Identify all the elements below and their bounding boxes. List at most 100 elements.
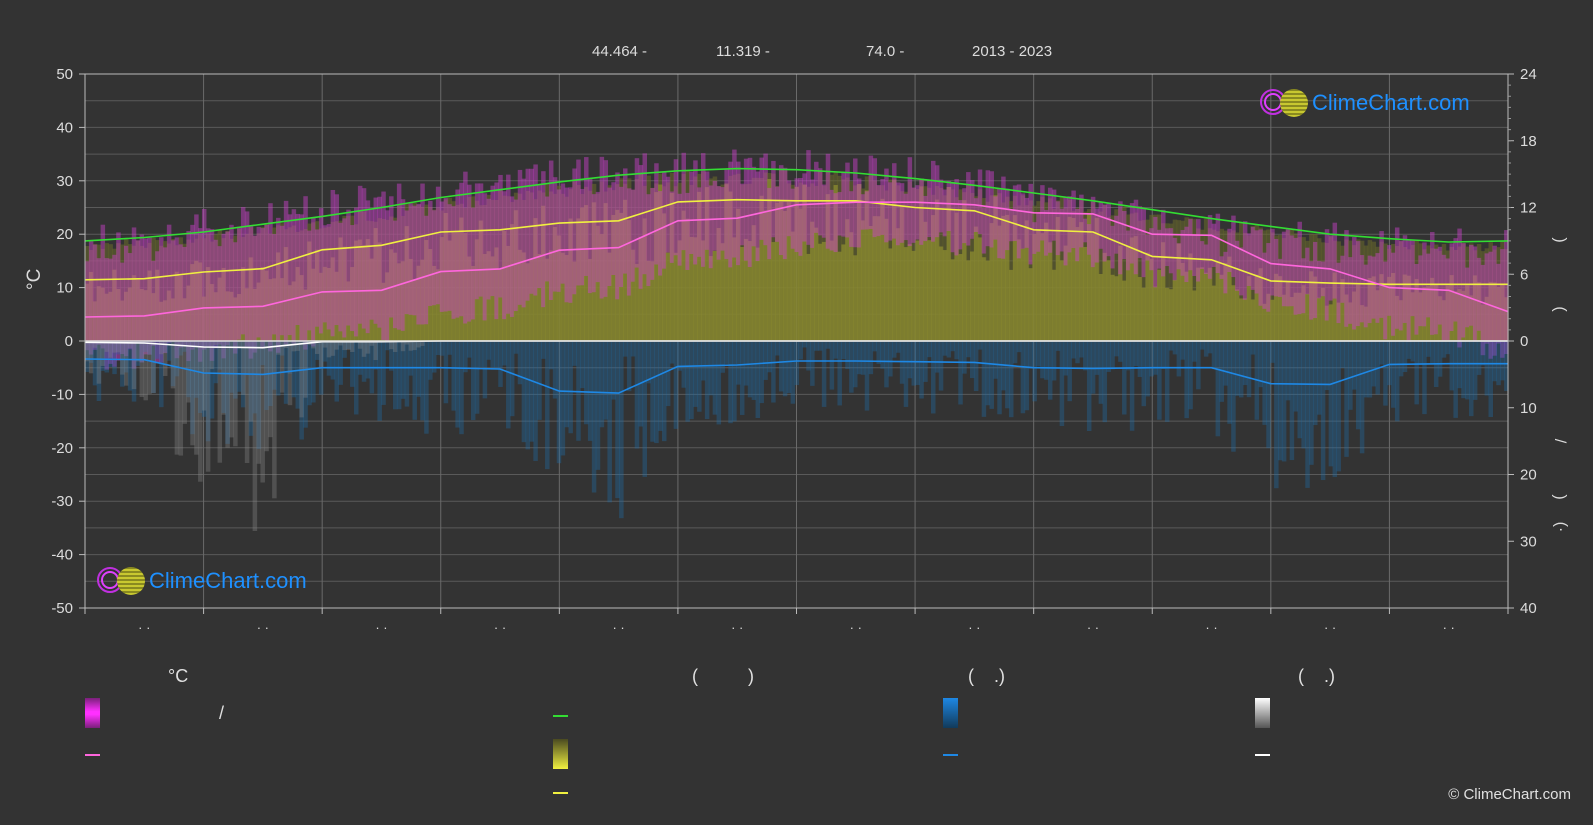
rain-bar — [272, 341, 277, 390]
rain-bar — [506, 341, 511, 429]
rain-bar — [1211, 341, 1217, 370]
snow-bar — [392, 341, 398, 352]
rain-bar — [315, 341, 320, 360]
sunshine-bar — [767, 178, 772, 341]
rain-bar — [973, 341, 979, 392]
sunshine-bar — [1149, 258, 1154, 341]
sunshine-bar — [186, 285, 191, 341]
rain-bar — [112, 341, 117, 375]
temp-range-bar — [1102, 204, 1108, 262]
rain-bar — [1250, 341, 1256, 355]
sunshine-bar — [474, 239, 480, 341]
snow-bar — [272, 341, 277, 499]
sunshine-bar — [369, 258, 375, 341]
rain-bar — [1387, 341, 1392, 386]
rain-bar — [1246, 341, 1252, 398]
sunshine-bar — [1040, 233, 1045, 341]
sunshine-bar — [279, 278, 285, 341]
temp-range-bar — [100, 224, 106, 349]
temp-range-bar — [194, 214, 199, 347]
snow-bar — [416, 341, 421, 348]
snow-bar — [334, 341, 340, 350]
temp-range-bar — [420, 183, 425, 325]
sunshine-bar — [408, 258, 414, 341]
sunshine-bar — [923, 221, 928, 341]
legend-temp-mean-line — [85, 754, 100, 756]
rain-bar — [151, 341, 156, 394]
rain-bar — [876, 341, 881, 364]
temp-range-bar — [603, 160, 609, 297]
sunshine-bar — [1277, 276, 1283, 341]
sunshine-bar — [997, 225, 1002, 341]
snow-bar — [108, 341, 113, 358]
temp-range-bar — [697, 187, 702, 257]
temp-range-bar — [1246, 233, 1252, 287]
temp-range-bar — [533, 164, 538, 296]
sunshine-bar — [322, 266, 328, 341]
sunshine-bar — [1246, 276, 1252, 341]
rain-bar — [291, 341, 297, 398]
sunshine-bar — [404, 226, 410, 341]
rain-bar — [1402, 341, 1408, 373]
sunshine-bar — [256, 282, 262, 341]
sunshine-bar — [1492, 282, 1497, 341]
rain-bar — [1168, 341, 1174, 351]
rain-bar — [560, 341, 566, 456]
temp-range-bar — [778, 165, 784, 256]
sunshine-bar — [1188, 253, 1193, 341]
temp-range-bar — [1219, 256, 1224, 279]
right-tick-label-mm: 40 — [1520, 600, 1537, 617]
temp-range-bar — [116, 232, 121, 361]
sunshine-bar — [1426, 286, 1431, 341]
sunshine-bar — [342, 246, 347, 341]
rain-bar — [708, 341, 714, 396]
sunshine-bar — [806, 253, 811, 341]
temp-range-bar — [506, 174, 511, 314]
rain-bar — [1285, 341, 1291, 401]
sunshine-bar — [837, 251, 842, 341]
snow-bar — [237, 341, 242, 348]
sunshine-bar — [626, 220, 632, 341]
sunshine-bar — [763, 210, 768, 341]
sunshine-bar — [1238, 298, 1244, 341]
sunshine-bar — [1496, 287, 1501, 341]
snow-bar — [147, 341, 152, 394]
sunshine-bar — [981, 257, 987, 341]
rain-bar — [1324, 341, 1330, 391]
temp-range-bar — [537, 184, 542, 289]
snow-bar — [143, 341, 148, 401]
sunshine-bar — [1016, 239, 1022, 341]
sunshine-bar — [1133, 236, 1139, 341]
sunshine-bar — [217, 277, 223, 341]
temp-range-bar — [1051, 189, 1057, 241]
snow-bar — [170, 341, 176, 389]
daylight-bar — [346, 215, 351, 341]
temp-range-bar — [541, 171, 546, 308]
daylight-bar — [1359, 240, 1365, 341]
rain-bar — [326, 341, 332, 376]
temp-range-bar — [884, 168, 889, 243]
temp-range-bar — [139, 234, 145, 363]
temp-range-bar — [120, 262, 125, 355]
snow-bar — [104, 341, 109, 352]
snow-bar — [178, 341, 184, 456]
sunshine-bar — [1371, 276, 1377, 341]
rain-bar — [814, 341, 819, 351]
sunshine-bar — [428, 249, 433, 341]
daylight-bar — [1324, 242, 1330, 341]
snow-bar — [248, 341, 254, 422]
temp-range-bar — [1394, 227, 1400, 329]
rain-bar — [1488, 341, 1494, 417]
rain-bar — [162, 341, 168, 353]
rain-bar — [1215, 341, 1221, 437]
rain-bar — [1371, 341, 1377, 387]
daylight-bar — [1293, 233, 1299, 341]
rain-bar — [1270, 341, 1275, 363]
sunshine-bar — [1441, 300, 1447, 341]
temp-range-bar — [1168, 228, 1174, 274]
sunshine-bar — [724, 184, 729, 341]
temp-range-bar — [529, 168, 534, 294]
sunshine-bar — [1242, 298, 1248, 341]
temp-range-bar — [1106, 203, 1111, 257]
daylight-bar — [1211, 229, 1217, 341]
